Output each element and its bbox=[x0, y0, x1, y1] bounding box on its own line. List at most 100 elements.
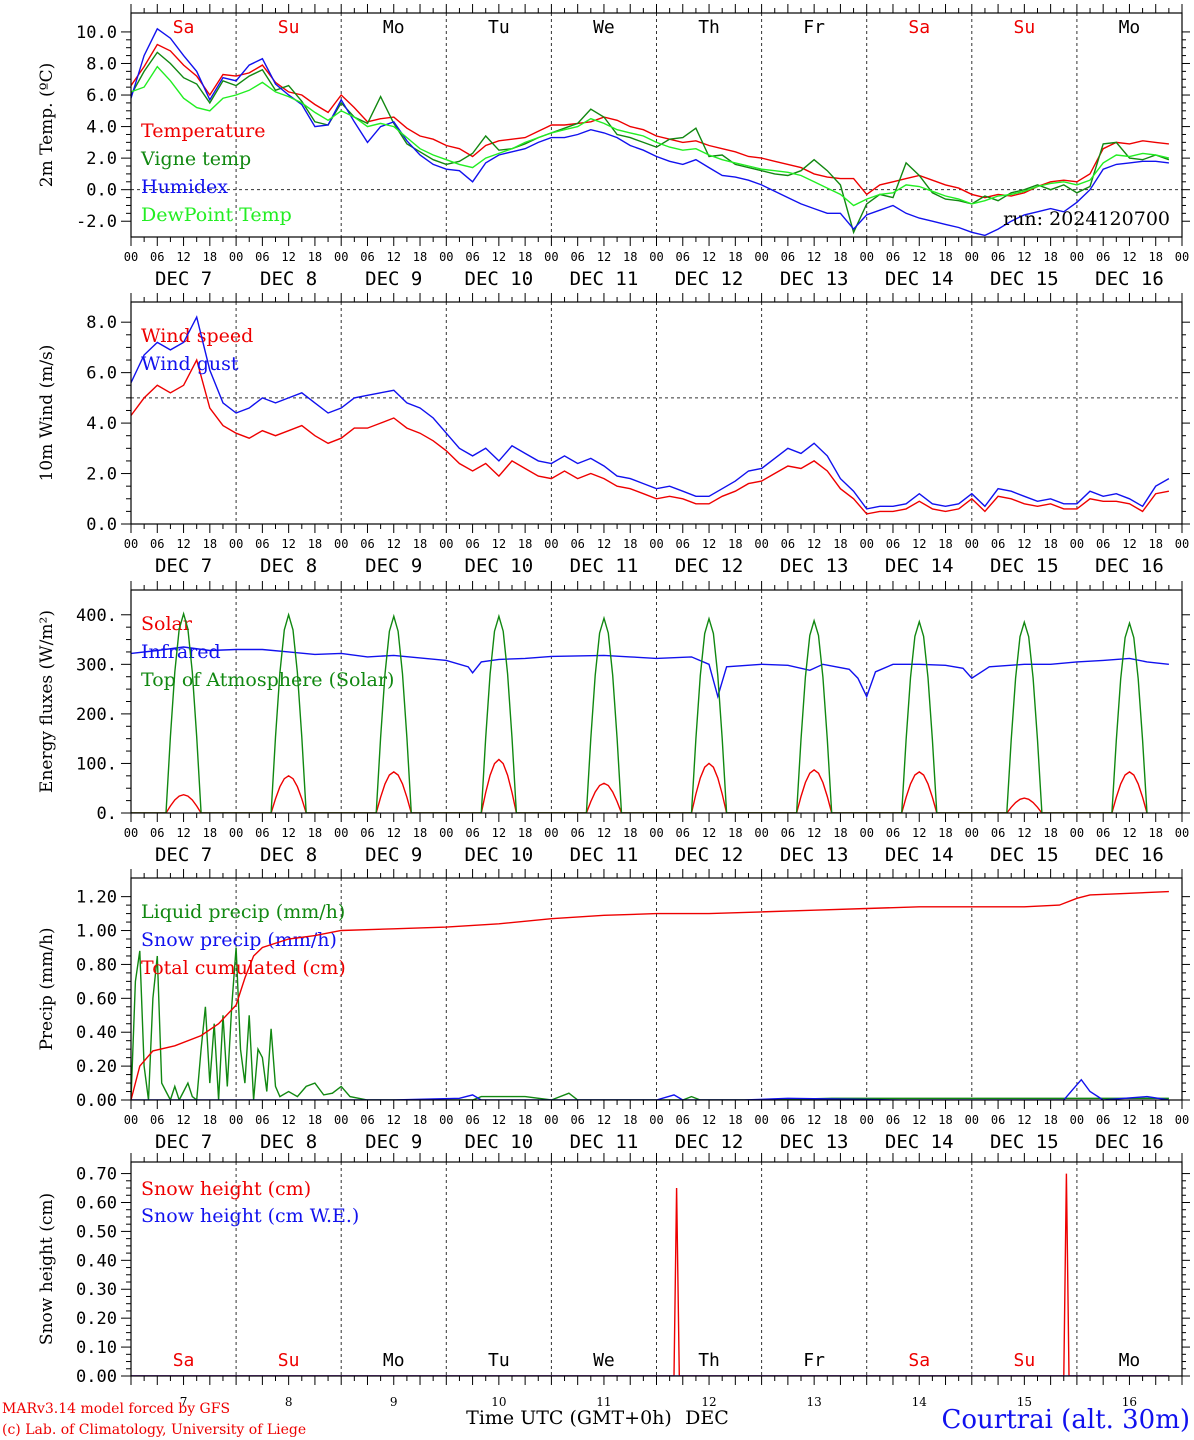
y-tick-label: 1.20 bbox=[76, 888, 117, 908]
x-hour-label: 12 bbox=[387, 250, 401, 264]
x-hour-label: 12 bbox=[176, 826, 190, 840]
weekday-label: Mo bbox=[1119, 17, 1141, 38]
y-tick-label: 10.0 bbox=[76, 23, 117, 43]
x-date-label: DEC 9 bbox=[365, 844, 422, 866]
x-hour-label: 00 bbox=[1175, 537, 1189, 551]
y-axis-label: 2m Temp. (ºC) bbox=[37, 63, 57, 188]
x-hour-label: 12 bbox=[176, 1113, 190, 1127]
x-hour-label: 00 bbox=[124, 250, 138, 264]
y-tick-label: 4.0 bbox=[86, 118, 117, 138]
legend-entry: Wind speed bbox=[141, 325, 253, 347]
x-hour-label: 00 bbox=[1070, 537, 1084, 551]
x-date-label: DEC 7 bbox=[155, 844, 212, 866]
y-tick-label: 0.70 bbox=[76, 1165, 117, 1185]
x-hour-label: 18 bbox=[518, 1113, 532, 1127]
x-hour-label: 00 bbox=[229, 826, 243, 840]
x-date-label: DEC 12 bbox=[675, 555, 744, 577]
x-date-label: DEC 12 bbox=[675, 844, 744, 866]
x-date-label: DEC 15 bbox=[990, 844, 1059, 866]
x-hour-label: 18 bbox=[308, 537, 322, 551]
series-line-top-of-atmosphere-solar- bbox=[131, 611, 1148, 813]
credit-line-2: (c) Lab. of Climatology, University of L… bbox=[2, 1422, 306, 1438]
y-tick-label: 0.10 bbox=[76, 1338, 117, 1358]
station-name: Courtrai (alt. 30m) bbox=[942, 1405, 1191, 1435]
x-hour-label: 00 bbox=[124, 1113, 138, 1127]
x-day-number: 10 bbox=[491, 1395, 506, 1409]
panel-temperature: -2.0 0.0 2.0 4.0 6.0 8.0 10.0 2m Temp. (ºC) 00 06… bbox=[37, 4, 1190, 290]
x-hour-label: 06 bbox=[150, 826, 164, 840]
x-hour-label: 12 bbox=[176, 537, 190, 551]
y-tick-label: 400. bbox=[76, 606, 117, 626]
x-hour-label: 12 bbox=[387, 1113, 401, 1127]
x-hour-label: 06 bbox=[886, 250, 900, 264]
x-date-label: DEC 9 bbox=[365, 268, 422, 290]
y-tick-label: 300. bbox=[76, 655, 117, 675]
x-hour-label: 00 bbox=[1070, 250, 1084, 264]
y-tick-label: 0.50 bbox=[76, 1222, 117, 1242]
x-hour-label: 00 bbox=[649, 250, 663, 264]
weekday-label: Tu bbox=[488, 17, 510, 38]
x-hour-label: 18 bbox=[1148, 826, 1162, 840]
y-tick-label: 0.60 bbox=[76, 989, 117, 1009]
x-day-number: 9 bbox=[390, 1395, 398, 1409]
x-hour-label: 12 bbox=[492, 537, 506, 551]
x-hour-label: 00 bbox=[859, 826, 873, 840]
x-hour-label: 00 bbox=[544, 826, 558, 840]
y-tick-label: 0.40 bbox=[76, 1023, 117, 1043]
x-hour-label: 18 bbox=[1043, 826, 1057, 840]
x-date-label: DEC 8 bbox=[260, 1131, 317, 1153]
x-hour-label: 00 bbox=[334, 826, 348, 840]
x-hour-label: 12 bbox=[492, 250, 506, 264]
x-hour-label: 18 bbox=[413, 537, 427, 551]
x-date-label: DEC 9 bbox=[365, 555, 422, 577]
x-hour-label: 00 bbox=[859, 537, 873, 551]
x-hour-label: 00 bbox=[754, 826, 768, 840]
x-hour-label: 12 bbox=[597, 250, 611, 264]
x-hour-label: 18 bbox=[518, 537, 532, 551]
x-date-label: DEC 14 bbox=[885, 555, 954, 577]
y-tick-label: 8.0 bbox=[86, 313, 117, 333]
x-date-label: DEC 9 bbox=[365, 1131, 422, 1153]
x-hour-label: 06 bbox=[570, 1113, 584, 1127]
x-hour-label: 12 bbox=[1017, 826, 1031, 840]
x-hour-label: 12 bbox=[1122, 537, 1136, 551]
x-hour-label: 00 bbox=[229, 537, 243, 551]
weekday-label: Tu bbox=[488, 1350, 510, 1371]
x-hour-label: 18 bbox=[518, 250, 532, 264]
plot-frame bbox=[130, 12, 1183, 238]
x-hour-label: 18 bbox=[518, 826, 532, 840]
x-date-label: DEC 8 bbox=[260, 555, 317, 577]
x-hour-label: 12 bbox=[702, 250, 716, 264]
x-date-label: DEC 8 bbox=[260, 268, 317, 290]
x-hour-label: 00 bbox=[229, 1113, 243, 1127]
series-line-temperature bbox=[131, 43, 1169, 199]
x-hour-label: 12 bbox=[281, 826, 295, 840]
legend-entry: Top of Atmosphere (Solar) bbox=[141, 669, 394, 691]
x-day-number: 11 bbox=[596, 1395, 611, 1409]
panel-snow: 0.00 0.10 0.20 0.30 0.40 0.50 0.60 0.70 Snow hei… bbox=[37, 1153, 1190, 1429]
meteogram-panels: -2.0 0.0 2.0 4.0 6.0 8.0 10.0 2m Temp. (ºC) 00 06… bbox=[37, 4, 1190, 1429]
y-tick-label: -2.0 bbox=[76, 212, 117, 232]
y-tick-label: 0.00 bbox=[76, 1091, 117, 1111]
x-hour-label: 06 bbox=[150, 250, 164, 264]
x-date-label: DEC 10 bbox=[465, 1131, 534, 1153]
x-hour-label: 12 bbox=[281, 250, 295, 264]
x-hour-label: 18 bbox=[938, 537, 952, 551]
legend-entry: Vigne temp bbox=[140, 148, 251, 170]
x-date-label: DEC 14 bbox=[885, 844, 954, 866]
x-hour-label: 06 bbox=[570, 537, 584, 551]
x-day-number: 7 bbox=[180, 1395, 188, 1409]
weekday-label: We bbox=[593, 1350, 615, 1371]
x-hour-label: 00 bbox=[124, 826, 138, 840]
x-hour-label: 12 bbox=[912, 1113, 926, 1127]
x-hour-label: 18 bbox=[413, 1113, 427, 1127]
x-hour-label: 00 bbox=[1175, 826, 1189, 840]
credit-line-1: MARv3.14 model forced by GFS bbox=[2, 1401, 230, 1417]
x-hour-label: 00 bbox=[859, 250, 873, 264]
x-hour-label: 06 bbox=[1096, 1113, 1110, 1127]
series-line-liquid-precip-mm-h- bbox=[131, 947, 1169, 1100]
x-hour-label: 18 bbox=[833, 537, 847, 551]
weekday-label: Mo bbox=[1119, 1350, 1141, 1371]
plot-frame bbox=[130, 877, 1183, 1101]
x-date-label: DEC 8 bbox=[260, 844, 317, 866]
